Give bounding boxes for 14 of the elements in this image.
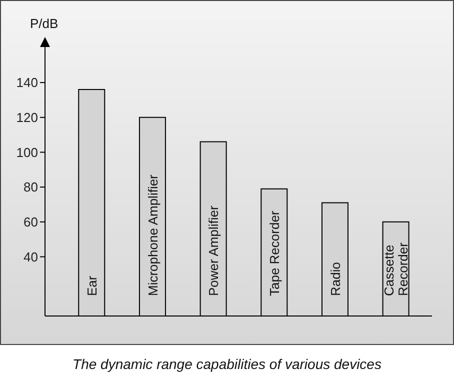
y-tick-label: 140: [16, 75, 38, 90]
y-axis-title: P/dB: [30, 16, 58, 31]
x-tick-label: Tape Recorder: [266, 210, 282, 296]
x-tick-label: Power Amplifier: [206, 205, 221, 296]
y-tick-label: 40: [24, 249, 38, 264]
x-tick-label: Radio: [327, 262, 342, 296]
x-tick-label: Ear: [84, 275, 99, 296]
x-tick-label: Microphone Amplifier: [144, 174, 160, 296]
y-tick-label: 120: [16, 110, 38, 126]
x-tick-label: Cassette Recorder: [380, 242, 410, 296]
y-tick-label: 80: [24, 180, 38, 195]
y-tick-label: 100: [16, 144, 38, 160]
text: The dynamic range capabilities of various devices: [72, 356, 382, 372]
y-tick-label: 60: [24, 214, 38, 230]
